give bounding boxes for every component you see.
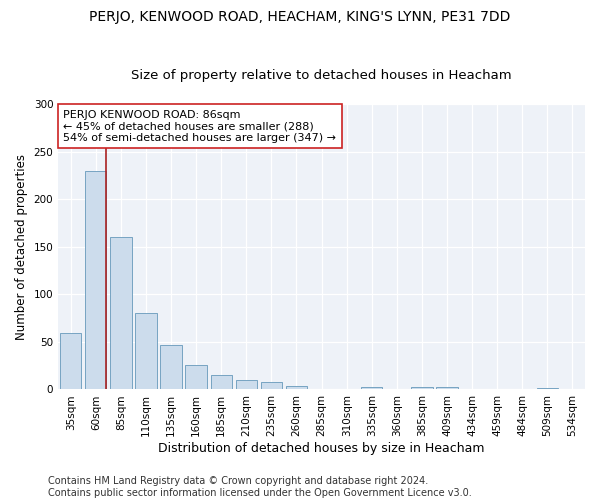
Bar — [110, 237, 131, 390]
Bar — [286, 386, 307, 390]
Bar — [537, 388, 558, 390]
Bar — [85, 170, 106, 390]
Bar — [136, 314, 157, 390]
Text: PERJO KENWOOD ROAD: 86sqm
← 45% of detached houses are smaller (288)
54% of semi: PERJO KENWOOD ROAD: 86sqm ← 45% of detac… — [64, 110, 337, 143]
Bar — [411, 386, 433, 390]
Bar — [160, 344, 182, 390]
Bar — [211, 375, 232, 390]
Title: Size of property relative to detached houses in Heacham: Size of property relative to detached ho… — [131, 69, 512, 82]
Text: Contains HM Land Registry data © Crown copyright and database right 2024.
Contai: Contains HM Land Registry data © Crown c… — [48, 476, 472, 498]
Bar — [236, 380, 257, 390]
Bar — [436, 386, 458, 390]
Bar — [185, 364, 207, 390]
Bar — [261, 382, 282, 390]
Text: PERJO, KENWOOD ROAD, HEACHAM, KING'S LYNN, PE31 7DD: PERJO, KENWOOD ROAD, HEACHAM, KING'S LYN… — [89, 10, 511, 24]
Y-axis label: Number of detached properties: Number of detached properties — [15, 154, 28, 340]
Bar — [60, 334, 82, 390]
Bar — [361, 386, 382, 390]
X-axis label: Distribution of detached houses by size in Heacham: Distribution of detached houses by size … — [158, 442, 485, 455]
